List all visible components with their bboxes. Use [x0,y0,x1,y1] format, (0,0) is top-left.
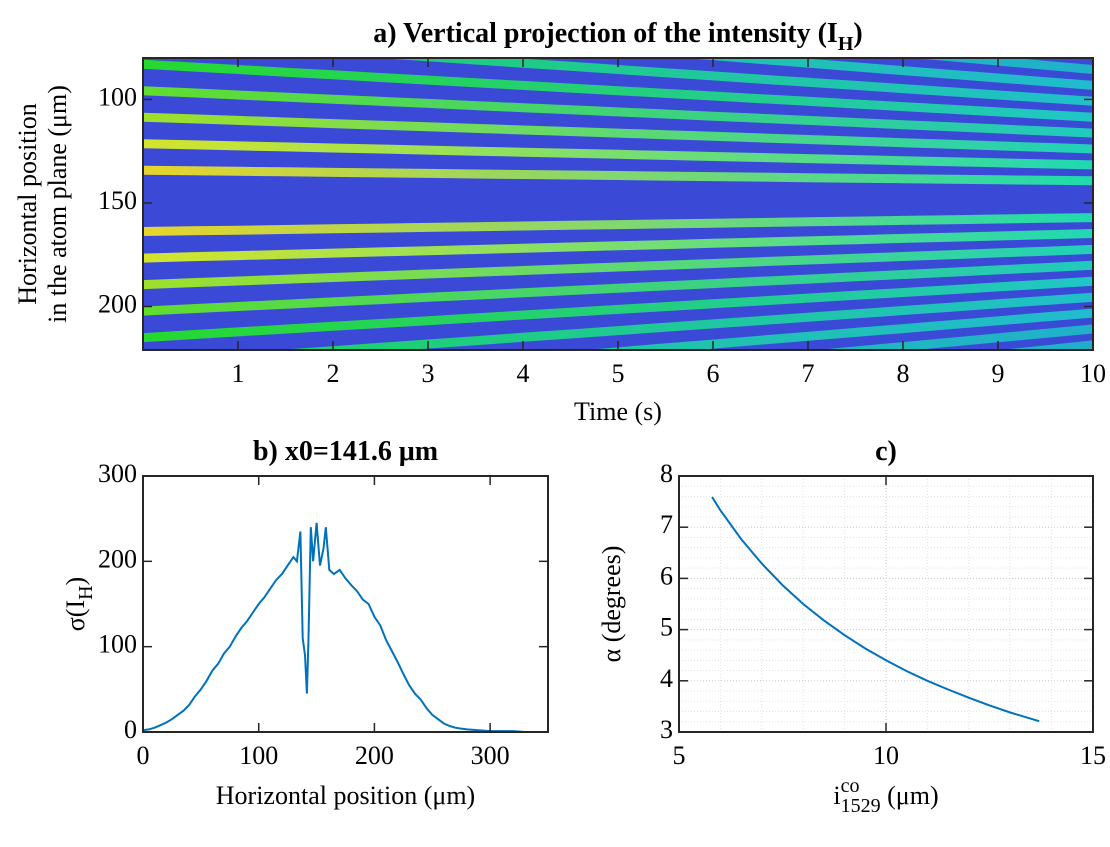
fringe [817,324,1093,350]
label-part: i [833,781,840,810]
chart-title: b) x0=141.6 μm [253,436,438,467]
y-tick-label: 6 [660,561,673,590]
y-tick-label: 4 [660,664,673,693]
x-axis-label: Horizontal position (μm) [216,781,475,810]
label-part: Time (s) [574,397,662,426]
fringe [143,112,1093,154]
chart-title: a) Vertical projection of the intensity … [373,18,862,54]
label-part: ) [853,18,862,49]
chart-title: c) [875,436,897,467]
x-tick-label: 7 [802,359,815,388]
fringe [143,86,1093,138]
label-part: σ(I [61,600,90,631]
fringe [143,276,1093,343]
heatmap [143,0,1093,350]
fringe [584,308,1093,350]
y-tick-label: 8 [660,459,673,488]
y-tick-label: 100 [98,630,137,659]
label-part: (μm) [881,781,939,810]
fringe [143,244,1093,290]
x-tick-label: 300 [471,741,510,770]
y-tick-label: 0 [124,715,137,744]
y-tick-label: 7 [660,510,673,539]
x-tick-label: 15 [1080,741,1106,770]
y-tick-label: 200 [98,289,137,318]
x-tick-label: 5 [612,359,625,388]
data-line [711,496,1040,723]
x-axis-label: ico 1529 (μm) [833,775,938,817]
label-part: b) x0=141.6 μm [253,436,438,467]
axes-box [142,475,549,733]
label-part: Horizontal position (μm) [216,781,475,810]
fringe [143,165,1093,186]
x-tick-label: 10 [1080,359,1106,388]
fringe [143,260,1093,316]
label-part: c) [875,436,897,467]
x-tick-label: 10 [873,741,899,770]
x-tick-label: 6 [707,359,720,388]
fringe [143,213,1093,236]
label-part: co [841,775,860,797]
x-tick-label: 0 [137,741,150,770]
x-axis-label: Time (s) [574,397,662,426]
x-tick-label: 8 [897,359,910,388]
data-line [142,522,548,733]
axes-box [678,475,1094,733]
x-tick-label: 5 [673,741,686,770]
label-part: H [838,33,854,55]
fringe [378,58,1093,106]
y-tick-label: 3 [660,715,673,744]
x-tick-label: 3 [422,359,435,388]
y-tick-label: 100 [98,82,137,111]
x-tick-label: 1 [232,359,245,388]
y-axis-label: σ(IH) [61,577,97,631]
x-tick-label: 4 [517,359,530,388]
label-part: H [75,585,97,599]
label-part: 1529 [841,795,881,817]
label-part: α (degrees) [597,546,626,663]
x-tick-label: 100 [239,741,278,770]
y-tick-label: 150 [98,186,137,215]
fringe [278,292,1093,350]
x-tick-label: 9 [992,359,1005,388]
fringe [143,139,1093,170]
fringe [143,59,1093,122]
y-tick-label: 5 [660,613,673,642]
label-part: a) Vertical projection of the intensity … [373,18,838,49]
x-tick-label: 200 [355,741,394,770]
y-tick-label: 300 [98,459,137,488]
y-axis-label: in the atom plane (μm) [43,85,72,323]
fringe [143,229,1093,263]
x-tick-label: 2 [327,359,340,388]
fringe [684,58,1093,90]
y-axis-label: Horizontal position [13,103,42,304]
label-part: ) [61,577,90,586]
y-tick-label: 200 [98,544,137,573]
fringe [143,0,1093,6]
y-axis-label: α (degrees) [597,546,626,663]
